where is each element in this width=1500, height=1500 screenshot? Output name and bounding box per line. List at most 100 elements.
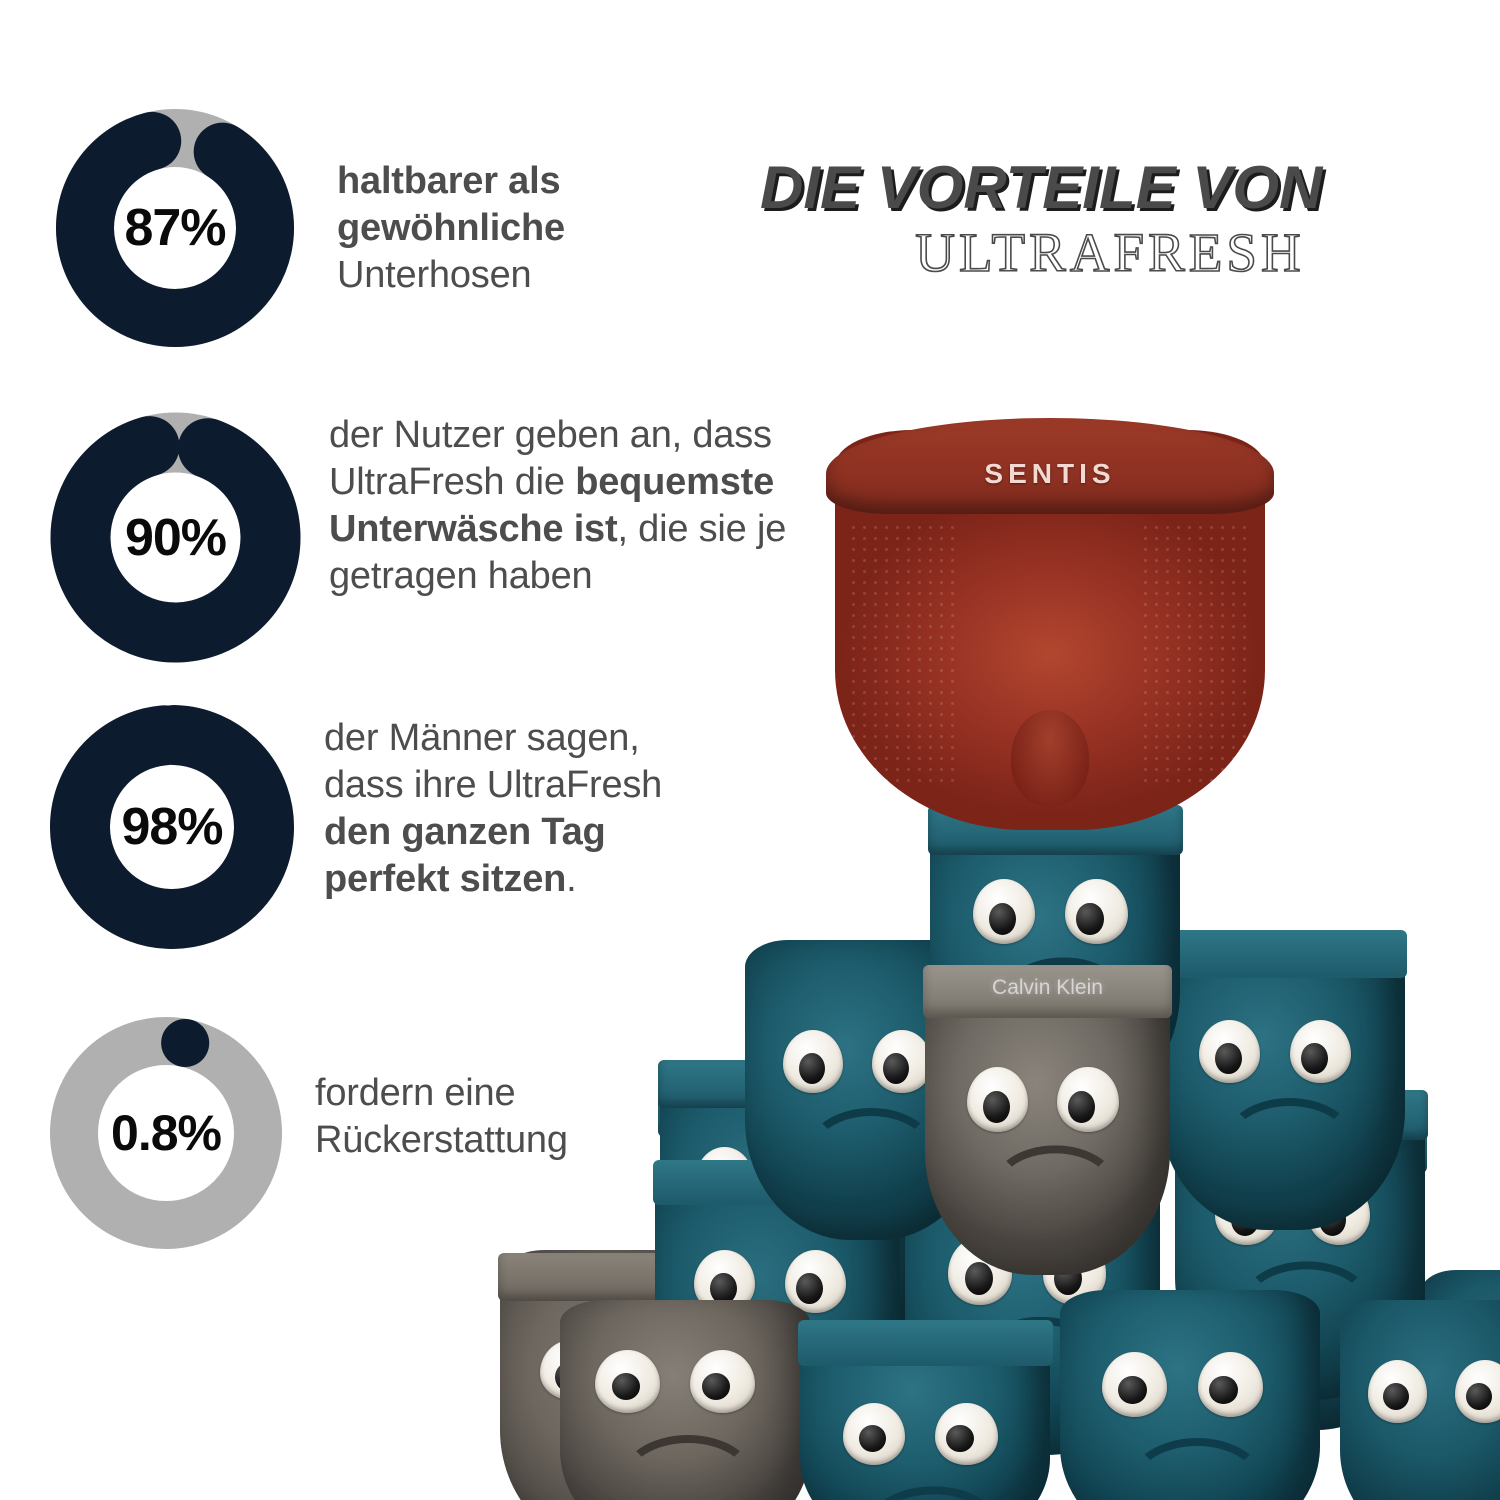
- waistband-calvin-klein: [922, 965, 1173, 1018]
- pupil-left: [710, 1169, 737, 1202]
- eye-right: [935, 1402, 998, 1465]
- donut-chart-98: 98%: [48, 703, 296, 951]
- brand-label-calvin-klein: Calvin Klein: [992, 975, 1103, 999]
- frown-mouth: [620, 1435, 756, 1500]
- frown-mouth: [1240, 1260, 1374, 1351]
- eye-right: [632, 1340, 695, 1400]
- frown-mouth: [997, 956, 1129, 1048]
- donut-svg-90: [50, 412, 301, 663]
- eye-right: [872, 1030, 933, 1093]
- stat-row-87: 87% haltbarer als gewöhnliche Unterhosen: [55, 108, 667, 348]
- stat-text-08: fordern eine Rückerstattung: [315, 1070, 675, 1164]
- stat-text-98-normal-1: der Männer sagen, dass ihre UltraFresh: [324, 717, 663, 807]
- pupil-left: [555, 1361, 584, 1392]
- mesh-texture-right: [1140, 522, 1253, 786]
- stat-text-08-normal: fordern eine Rückerstattung: [315, 1072, 568, 1162]
- donut-svg-98: [49, 705, 294, 949]
- eye-left: [1101, 1352, 1167, 1418]
- sad-boxer-teal-front-faright: [1340, 1300, 1500, 1500]
- pupil-left: [988, 902, 1017, 936]
- eye-left: [703, 1179, 759, 1239]
- stat-text-87-normal: Unterhosen: [337, 254, 532, 297]
- waistband: [1172, 1090, 1428, 1140]
- pupil-right: [807, 1215, 835, 1247]
- eye-right: [784, 1250, 847, 1313]
- pupil-left: [858, 1425, 887, 1453]
- headline-sub: ULTRAFRESH: [914, 222, 1305, 283]
- pupil-left: [1235, 1235, 1263, 1267]
- frown-mouth: [732, 1270, 862, 1361]
- eye-right: [1042, 1237, 1107, 1305]
- donut-value-98: 98%: [121, 798, 223, 856]
- eye-left: [966, 1067, 1028, 1133]
- pupil-right: [1320, 1235, 1348, 1267]
- donut-svg-87: [56, 108, 294, 347]
- stat-text-90: der Nutzer geben an, dass UltraFresh die…: [329, 412, 929, 600]
- eye-left: [1199, 1020, 1261, 1083]
- sad-boxer-teal-backleft: [657, 1080, 893, 1380]
- stat-text-87: haltbarer als gewöhnliche Unterhosen: [337, 158, 667, 299]
- eye-right: [782, 1147, 841, 1210]
- eye-left: [708, 1193, 769, 1255]
- eye-right: [784, 1179, 840, 1239]
- pupil-left: [611, 1372, 641, 1400]
- sad-boxer-gray-front-left: [560, 1300, 810, 1500]
- sad-boxer-gray-left: [497, 1250, 753, 1500]
- eye-right: [797, 1193, 858, 1255]
- donut-value-90: 90%: [124, 508, 227, 567]
- frown-mouth: [724, 1254, 842, 1334]
- pupil-right: [946, 1425, 974, 1453]
- donut-chart-08: 0.8%: [45, 1012, 287, 1254]
- pupil-left: [715, 1201, 742, 1232]
- pupil-left: [710, 1272, 738, 1305]
- sad-boxer-teal-front-center: [797, 1320, 1053, 1500]
- pupil-left: [1118, 1375, 1148, 1405]
- frown-mouth: [991, 1144, 1120, 1236]
- waistband: [927, 805, 1183, 855]
- eye-right: [1065, 879, 1128, 945]
- pupil-right: [1300, 1042, 1328, 1075]
- eye-right: [1307, 1179, 1370, 1245]
- stat-text-98-normal-2: .: [566, 858, 577, 901]
- brand-label-hermes: HERMES: [973, 1147, 1092, 1173]
- pupil-left: [1453, 1367, 1477, 1395]
- pupil-right: [794, 1201, 820, 1232]
- sad-boxer-teal-faredge: [1420, 1270, 1500, 1500]
- frown-mouth: [1223, 1098, 1355, 1186]
- frown-mouth: [1127, 1438, 1266, 1500]
- eye-left: [1215, 1179, 1278, 1245]
- eye-left: [694, 1250, 756, 1313]
- waistband: [652, 1160, 903, 1205]
- brow-left: [692, 1144, 771, 1208]
- sad-boxer-hermes: HERMES: [905, 1135, 1160, 1455]
- sad-boxer-teal-row1-left: [745, 940, 985, 1240]
- eye-left: [1367, 1360, 1428, 1423]
- sad-boxer-teal-row2-inner: [652, 1160, 903, 1460]
- eye-left: [842, 1402, 905, 1465]
- frown-mouth: [867, 1485, 999, 1500]
- sad-boxer-teal-front-right: [1060, 1290, 1320, 1500]
- waistband: [1157, 930, 1408, 978]
- eye-left: [540, 1340, 603, 1400]
- donut-svg-08: [50, 1017, 282, 1249]
- sad-boxer-teal-top: [927, 805, 1183, 1115]
- stat-text-98-bold: den ganzen Tag perfekt sitzen: [324, 811, 606, 901]
- donut-chart-90: 90%: [48, 410, 303, 665]
- waistband-hermes: [902, 1135, 1162, 1189]
- waistband: [797, 1320, 1053, 1366]
- stat-text-87-bold: haltbarer als gewöhnliche: [337, 160, 565, 250]
- donut-chart-87: 87%: [55, 108, 295, 348]
- pupil-right: [882, 1052, 910, 1085]
- stat-row-98: 98% der Männer sagen, dass ihre UltraFre…: [48, 703, 684, 951]
- sad-boxer-teal-row1-right: [1157, 930, 1408, 1230]
- waistband: [657, 1086, 893, 1137]
- stat-row-90: 90% der Nutzer geben an, dass UltraFresh…: [48, 410, 929, 665]
- pupil-right: [1068, 1090, 1096, 1124]
- eye-left: [948, 1237, 1013, 1305]
- eye-right: [1455, 1360, 1500, 1423]
- frown-mouth: [718, 1328, 850, 1416]
- stat-row-08: 0.8% fordern eine Rückerstattung: [45, 1012, 675, 1254]
- waistband: [743, 940, 988, 988]
- pupil-right: [643, 1361, 673, 1392]
